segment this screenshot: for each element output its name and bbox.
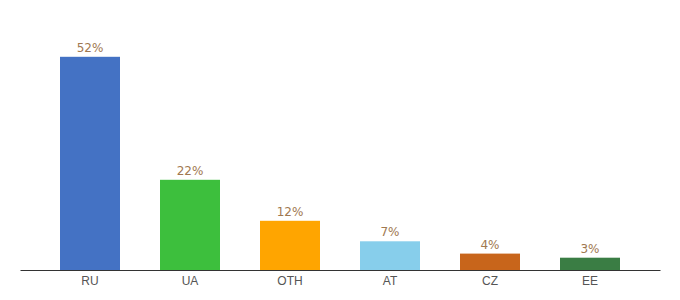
data-label: 7%: [380, 225, 399, 239]
x-tick-label: CZ: [482, 274, 498, 288]
bars: [60, 57, 620, 270]
bar: [260, 221, 320, 270]
bar: [560, 258, 620, 270]
x-tick: EE: [582, 270, 598, 288]
x-tick: OTH: [277, 270, 302, 288]
chart-svg: RU UA OTH AT CZ EE 52% 22% 12% 7% 4% 3%: [0, 0, 680, 300]
x-tick-label: RU: [81, 274, 98, 288]
bar: [60, 57, 120, 270]
data-label: 4%: [480, 238, 499, 252]
x-axis: RU UA OTH AT CZ EE: [21, 270, 661, 288]
x-tick-label: EE: [582, 274, 598, 288]
x-tick: AT: [383, 270, 398, 288]
x-axis-line: [21, 270, 661, 271]
data-label: 52%: [77, 41, 104, 55]
bar: [360, 241, 420, 270]
plot-area: RU UA OTH AT CZ EE 52% 22% 12% 7% 4% 3%: [21, 41, 661, 288]
x-tick: CZ: [482, 270, 498, 288]
data-label: 22%: [177, 164, 204, 178]
x-tick-label: OTH: [277, 274, 302, 288]
data-label: 3%: [580, 242, 599, 256]
x-tick: RU: [81, 270, 98, 288]
x-tick-label: UA: [182, 274, 199, 288]
chart-container: RU UA OTH AT CZ EE 52% 22% 12% 7% 4% 3%: [0, 0, 680, 300]
x-tick: UA: [182, 270, 199, 288]
data-labels: 52% 22% 12% 7% 4% 3%: [77, 41, 600, 256]
data-label: 12%: [277, 205, 304, 219]
bar: [460, 254, 520, 270]
bar: [160, 180, 220, 270]
x-tick-label: AT: [383, 274, 398, 288]
